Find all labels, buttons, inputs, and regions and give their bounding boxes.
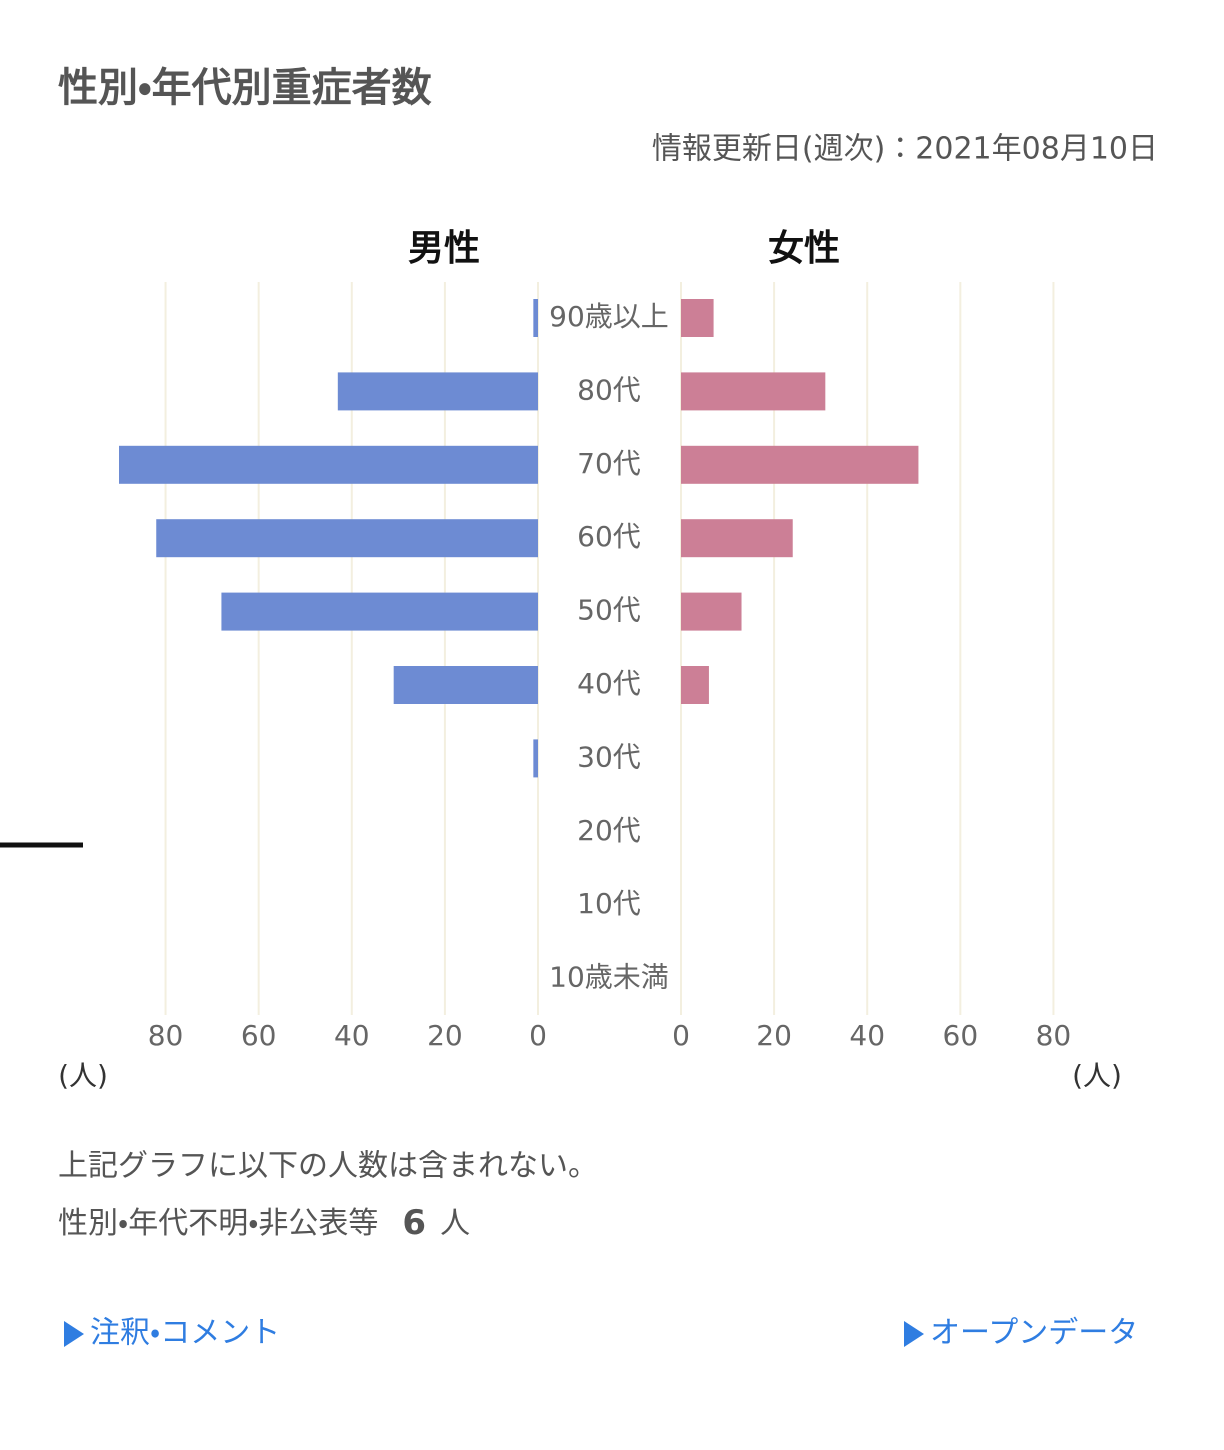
note-count: 6 xyxy=(402,1203,426,1243)
x-unit: (人) xyxy=(58,1059,108,1092)
bar xyxy=(533,739,538,778)
category-label: 90歳以上 xyxy=(549,300,669,333)
x-unit: (人) xyxy=(1072,1059,1122,1092)
legend-label: 男性 xyxy=(408,228,480,269)
category-label: 40代 xyxy=(577,667,641,700)
bar xyxy=(681,519,793,558)
category-label: 70代 xyxy=(577,447,641,480)
legend-label: 女性 xyxy=(768,228,840,269)
bar xyxy=(681,666,709,704)
category-label: 10歳未満 xyxy=(549,961,669,994)
update-date: 情報更新日(週次)：2021年08月10日 xyxy=(652,132,1158,167)
note: 性別・年代不明・非公表等 6 人 xyxy=(58,1203,470,1243)
category-label: 30代 xyxy=(577,740,641,773)
x-tick-label: 0 xyxy=(672,1019,690,1052)
bar xyxy=(119,445,538,484)
bar xyxy=(681,592,742,631)
link-arrow xyxy=(904,1321,924,1347)
bar xyxy=(221,592,538,631)
x-tick-label: 20 xyxy=(427,1019,463,1052)
x-tick-label: 40 xyxy=(849,1019,885,1052)
link-text[interactable]: 注釈・コメント xyxy=(90,1316,280,1351)
category-label: 80代 xyxy=(577,373,641,406)
link-arrow xyxy=(64,1321,84,1347)
x-tick-label: 80 xyxy=(1036,1019,1072,1052)
bar xyxy=(681,445,919,484)
x-tick-label: 0 xyxy=(529,1019,547,1052)
note-unit: 人 xyxy=(440,1206,470,1241)
x-tick-label: 60 xyxy=(241,1019,277,1052)
category-label: 50代 xyxy=(577,594,641,627)
x-tick-label: 40 xyxy=(334,1019,370,1052)
link-text[interactable]: オープンデータ xyxy=(930,1316,1138,1351)
x-tick-label: 60 xyxy=(943,1019,979,1052)
bar xyxy=(681,372,826,411)
category-label: 60代 xyxy=(577,520,641,553)
x-tick-label: 20 xyxy=(756,1019,792,1052)
bar xyxy=(533,299,538,337)
note: 上記グラフに以下の人数は含まれない。 xyxy=(58,1149,598,1184)
x-tick-label: 80 xyxy=(148,1019,184,1052)
open-data-link[interactable]: オープンデータ xyxy=(904,1316,1138,1351)
category-label: 20代 xyxy=(577,814,641,847)
bar xyxy=(393,666,538,704)
bar xyxy=(337,372,538,411)
note-label: 性別・年代不明・非公表等 xyxy=(58,1206,378,1241)
bar xyxy=(681,299,714,337)
chart-title: 性別・年代別重症者数 xyxy=(58,65,432,111)
comments-link[interactable]: 注釈・コメント xyxy=(64,1316,280,1351)
bar xyxy=(156,519,538,558)
category-label: 10代 xyxy=(577,887,641,920)
